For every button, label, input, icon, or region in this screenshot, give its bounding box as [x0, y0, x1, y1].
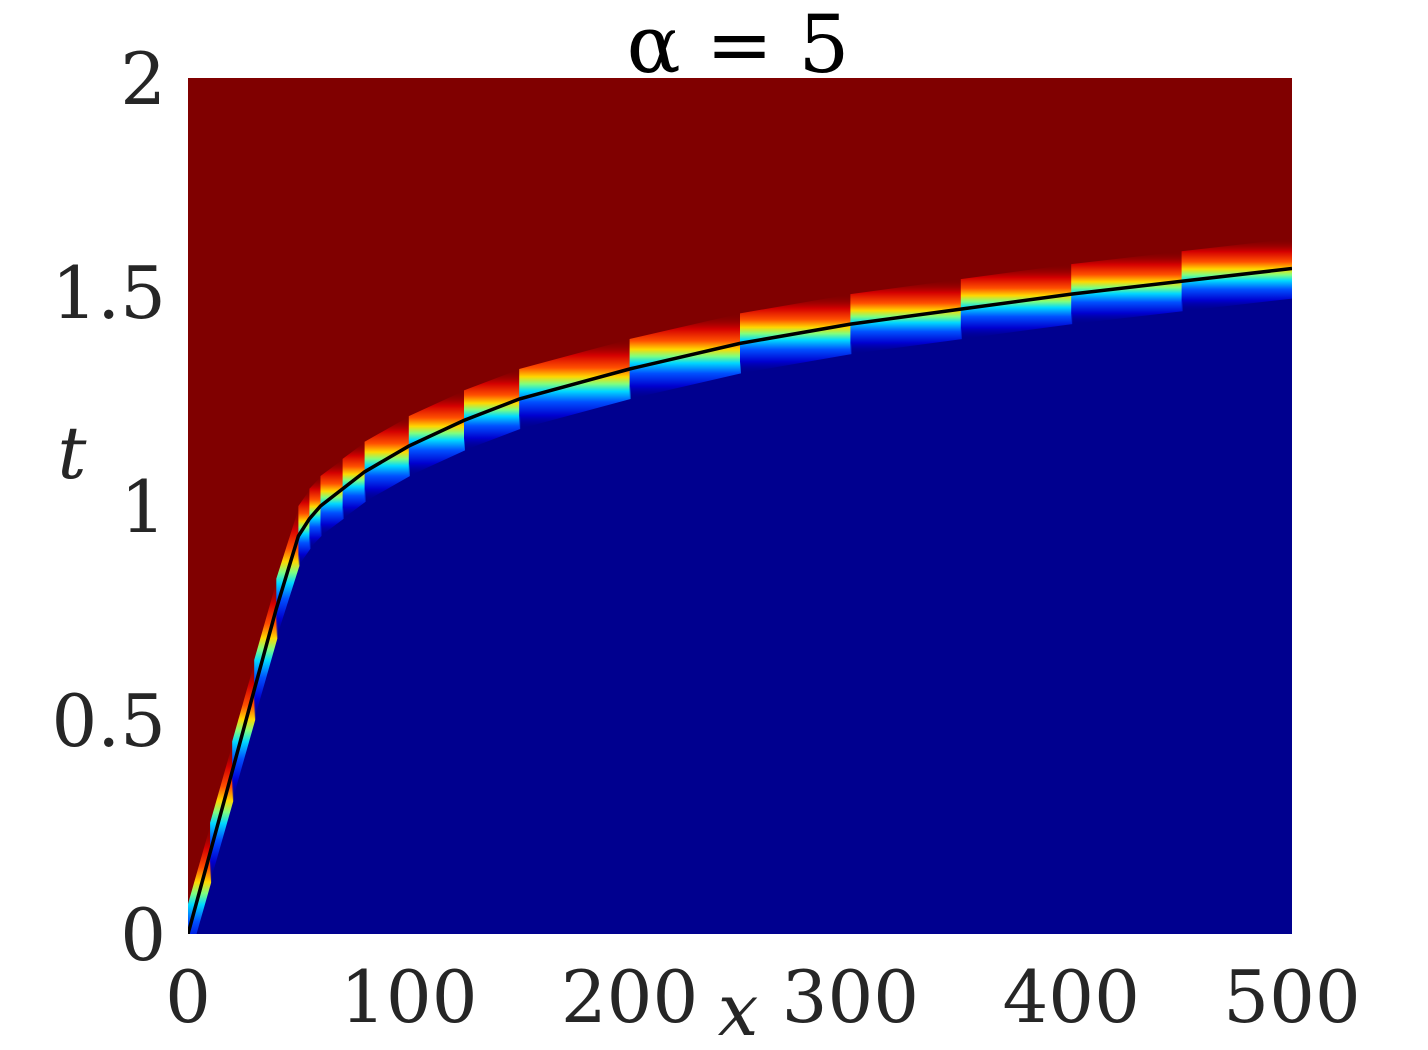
x-tick-label: 300: [782, 955, 919, 1039]
y-tick-label: 1: [120, 465, 166, 549]
x-tick-label: 100: [340, 955, 477, 1039]
y-axis-label: t: [58, 411, 88, 495]
y-tick-label: 0.5: [51, 679, 166, 763]
y-tick-labels: 0 0.5 1 1.5 2: [51, 37, 166, 977]
x-axis-label: x: [718, 968, 759, 1050]
x-tick-label: 200: [561, 955, 698, 1039]
x-tick-label: 0: [165, 955, 211, 1039]
front-line: [188, 266, 1292, 934]
plot-area: [188, 78, 1292, 934]
x-tick-label: 500: [1223, 955, 1360, 1039]
x-tick-label: 400: [1002, 955, 1139, 1039]
x-tick-labels: 0 100 200 300 400 500: [165, 955, 1361, 1039]
y-tick-label: 0: [120, 893, 166, 977]
y-tick-label: 1.5: [51, 251, 166, 335]
front-band: [188, 238, 1292, 934]
y-tick-label: 2: [120, 37, 166, 121]
chart-title: α = 5: [627, 0, 850, 91]
